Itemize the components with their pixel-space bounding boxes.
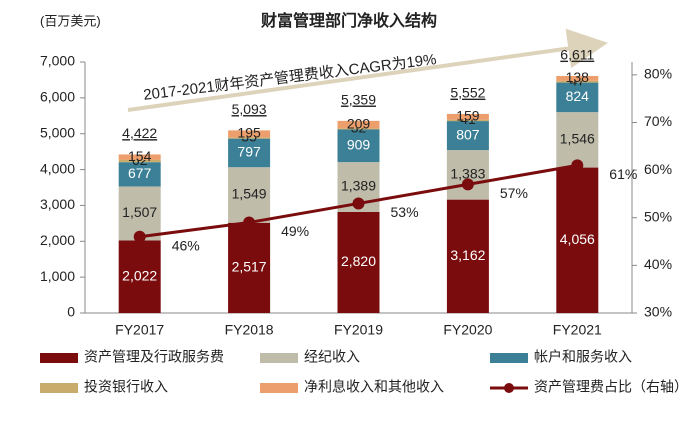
bar-segment [556, 75, 599, 81]
bar-segment [228, 167, 271, 223]
line-label: 57% [500, 185, 528, 201]
bar-segment [556, 167, 599, 313]
x-tick-label: FY2019 [334, 322, 383, 338]
bar-segment [446, 121, 489, 151]
y-tick-label: 7,000 [40, 53, 75, 69]
line-label: 46% [172, 237, 200, 253]
annotation: 2017-2021财年资产管理费收入CAGR为19% [142, 51, 437, 104]
y-tick-label: 5,000 [40, 124, 75, 140]
total-label: 6,611 [560, 47, 594, 63]
bar-segment [337, 211, 380, 313]
y-tick-label: 2,000 [40, 232, 75, 248]
legend-swatch [490, 353, 528, 363]
bar-segment [228, 137, 271, 139]
value-label: 1,549 [232, 186, 267, 202]
value-label: 159 [456, 107, 480, 123]
line-point [243, 216, 256, 229]
line-point [571, 159, 584, 172]
value-label: 1,383 [450, 166, 485, 182]
value-label: 4,056 [560, 231, 595, 247]
bar-segment [556, 80, 599, 83]
value-label: 909 [347, 136, 371, 152]
legend-swatch [260, 353, 298, 363]
x-tick-label: FY2018 [225, 322, 274, 338]
bar-segment [556, 112, 599, 168]
y-tick-label: 1,000 [40, 268, 75, 284]
x-tick-label: FY2021 [553, 322, 602, 338]
value-label: 3,162 [450, 247, 485, 263]
y-tick-label: 3,000 [40, 196, 75, 212]
line-point [461, 178, 474, 191]
bar-segment [337, 129, 380, 163]
legend-swatch [260, 383, 298, 393]
total-label: 4,422 [122, 125, 157, 141]
bar-segment [556, 82, 599, 113]
legend-swatch [40, 353, 78, 363]
y2-tick-label: 70% [644, 113, 672, 129]
bar-segment [118, 240, 161, 313]
line-label: 49% [281, 223, 309, 239]
y-tick-label: 4,000 [40, 160, 75, 176]
value-label: 797 [237, 144, 261, 160]
legend-label: 净利息收入和其他收入 [304, 379, 444, 395]
total-label: 5,552 [450, 85, 485, 101]
legend-label: 资产管理费占比（右轴） [534, 379, 688, 395]
total-label: 5,093 [232, 101, 267, 117]
bar-segment [118, 162, 161, 187]
bar-segment [228, 222, 271, 313]
value-label: 824 [566, 88, 590, 104]
legend-label: 经纪收入 [304, 349, 360, 365]
y2-tick-label: 50% [644, 208, 672, 224]
line-point [352, 197, 365, 210]
value-label: 1,546 [560, 131, 595, 147]
y2-tick-label: 60% [644, 161, 672, 177]
bar-segment [446, 113, 489, 120]
cagr-arrow [127, 28, 608, 112]
bar-segment [118, 159, 161, 163]
value-label: 1,389 [341, 178, 376, 194]
value-label: 1,507 [122, 204, 157, 220]
value-label: 2,517 [232, 259, 267, 275]
bar-segment [228, 130, 271, 138]
value-label: 2,022 [122, 267, 157, 283]
bar-segment [446, 119, 489, 122]
x-tick-label: FY2017 [115, 322, 164, 338]
bar-segment [228, 138, 271, 168]
bar-segment [337, 120, 380, 129]
value-label: 138 [566, 69, 590, 85]
legend-marker [504, 383, 514, 393]
bar-segment [337, 128, 380, 130]
y-tick-label: 0 [67, 304, 75, 320]
y2-tick-label: 30% [644, 304, 672, 320]
line-point [133, 230, 146, 243]
line-label: 53% [391, 204, 419, 220]
value-label: 807 [456, 126, 480, 142]
legend-swatch [40, 383, 78, 393]
value-label: 154 [128, 148, 152, 164]
line-label: 61% [609, 166, 637, 182]
y-axis-label: (百万美元) [40, 13, 101, 28]
bar-segment [446, 199, 489, 313]
chart-title: 财富管理部门净收入结构 [260, 11, 437, 30]
value-label: 209 [347, 115, 371, 131]
value-label: 2,820 [341, 253, 376, 269]
x-tick-label: FY2020 [443, 322, 492, 338]
value-label: 677 [128, 165, 152, 181]
y-tick-label: 6,000 [40, 89, 75, 105]
legend-label: 投资银行收入 [84, 379, 168, 395]
bar-segment [446, 150, 489, 200]
y2-tick-label: 40% [644, 256, 672, 272]
legend-label: 资产管理及行政服务费 [84, 349, 224, 365]
value-label: 195 [237, 125, 261, 141]
bar-segment [118, 154, 161, 160]
legend-label: 帐户和服务收入 [534, 349, 632, 365]
y2-tick-label: 80% [644, 66, 672, 82]
total-label: 5,359 [341, 92, 376, 108]
